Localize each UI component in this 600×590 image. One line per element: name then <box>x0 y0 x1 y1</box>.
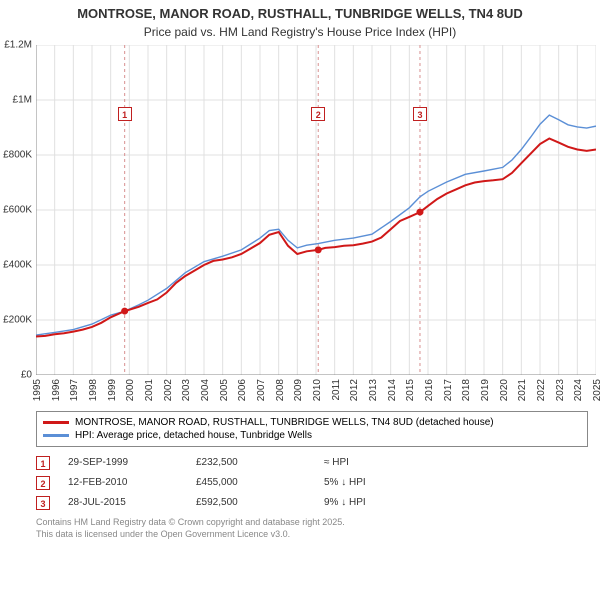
x-tick-label: 2006 <box>237 379 248 401</box>
x-tick-label: 2014 <box>387 379 398 401</box>
x-tick-label: 2009 <box>293 379 304 401</box>
x-tick-label: 1995 <box>32 379 43 401</box>
legend: MONTROSE, MANOR ROAD, RUSTHALL, TUNBRIDG… <box>36 411 588 447</box>
y-tick-label: £0 <box>21 369 32 380</box>
x-tick-label: 2012 <box>349 379 360 401</box>
x-tick-label: 2005 <box>219 379 230 401</box>
legend-swatch <box>43 421 69 424</box>
x-tick-label: 2013 <box>368 379 379 401</box>
x-tick-label: 2007 <box>256 379 267 401</box>
y-tick-label: £1M <box>13 94 32 105</box>
transaction-date: 12-FEB-2010 <box>68 477 178 488</box>
chart-area: £0£200K£400K£600K£800K£1M£1.2M 199519961… <box>36 45 596 375</box>
x-axis: 1995199619971998199920002001200220032004… <box>36 375 596 405</box>
y-tick-label: £1.2M <box>4 39 32 50</box>
marker-label: 2 <box>311 107 325 121</box>
x-tick-label: 2001 <box>144 379 155 401</box>
marker-label: 2 <box>36 476 50 490</box>
x-tick-label: 2004 <box>200 379 211 401</box>
transactions-table: 1 29-SEP-1999 £232,500 ≈ HPI 2 12-FEB-2010 £45… <box>36 453 588 513</box>
attribution-footer: Contains HM Land Registry data © Crown c… <box>36 517 588 540</box>
transaction-hpi-note: ≈ HPI <box>324 457 588 468</box>
legend-label: MONTROSE, MANOR ROAD, RUSTHALL, TUNBRIDG… <box>75 417 494 428</box>
transaction-row: 3 28-JUL-2015 £592,500 9% ↓ HPI <box>36 493 588 513</box>
x-tick-label: 2024 <box>573 379 584 401</box>
transaction-price: £232,500 <box>196 457 306 468</box>
marker-label: 3 <box>413 107 427 121</box>
x-tick-label: 2022 <box>536 379 547 401</box>
legend-swatch <box>43 434 69 437</box>
legend-item: HPI: Average price, detached house, Tunb… <box>43 429 581 442</box>
x-tick-label: 2025 <box>592 379 600 401</box>
y-tick-label: £600K <box>3 204 32 215</box>
transaction-hpi-note: 9% ↓ HPI <box>324 497 588 508</box>
transaction-row: 1 29-SEP-1999 £232,500 ≈ HPI <box>36 453 588 473</box>
x-tick-label: 1999 <box>107 379 118 401</box>
x-tick-label: 2020 <box>499 379 510 401</box>
transaction-date: 28-JUL-2015 <box>68 497 178 508</box>
x-tick-label: 2016 <box>424 379 435 401</box>
transaction-date: 29-SEP-1999 <box>68 457 178 468</box>
x-tick-label: 1996 <box>51 379 62 401</box>
y-axis: £0£200K£400K£600K£800K£1M£1.2M <box>0 45 34 375</box>
footer-line: Contains HM Land Registry data © Crown c… <box>36 517 588 529</box>
x-tick-label: 2008 <box>275 379 286 401</box>
marker-label: 1 <box>36 456 50 470</box>
marker-label: 3 <box>36 496 50 510</box>
footer-line: This data is licensed under the Open Gov… <box>36 529 588 541</box>
x-tick-label: 2003 <box>181 379 192 401</box>
y-tick-label: £200K <box>3 314 32 325</box>
x-tick-label: 2002 <box>163 379 174 401</box>
transaction-row: 2 12-FEB-2010 £455,000 5% ↓ HPI <box>36 473 588 493</box>
x-tick-label: 1997 <box>69 379 80 401</box>
marker-label: 1 <box>118 107 132 121</box>
legend-item: MONTROSE, MANOR ROAD, RUSTHALL, TUNBRIDG… <box>43 416 581 429</box>
x-tick-label: 2011 <box>331 379 342 401</box>
chart-title: MONTROSE, MANOR ROAD, RUSTHALL, TUNBRIDG… <box>0 0 600 25</box>
transaction-hpi-note: 5% ↓ HPI <box>324 477 588 488</box>
x-tick-label: 2019 <box>480 379 491 401</box>
x-tick-label: 2023 <box>555 379 566 401</box>
x-tick-label: 2021 <box>517 379 528 401</box>
legend-label: HPI: Average price, detached house, Tunb… <box>75 430 312 441</box>
x-tick-label: 2000 <box>125 379 136 401</box>
x-tick-label: 2010 <box>312 379 323 401</box>
transaction-price: £455,000 <box>196 477 306 488</box>
x-tick-label: 2018 <box>461 379 472 401</box>
y-tick-label: £400K <box>3 259 32 270</box>
x-tick-label: 2017 <box>443 379 454 401</box>
x-tick-label: 1998 <box>88 379 99 401</box>
transaction-price: £592,500 <box>196 497 306 508</box>
plot-svg <box>36 45 596 375</box>
x-tick-label: 2015 <box>405 379 416 401</box>
chart-subtitle: Price paid vs. HM Land Registry's House … <box>0 25 600 45</box>
y-tick-label: £800K <box>3 149 32 160</box>
